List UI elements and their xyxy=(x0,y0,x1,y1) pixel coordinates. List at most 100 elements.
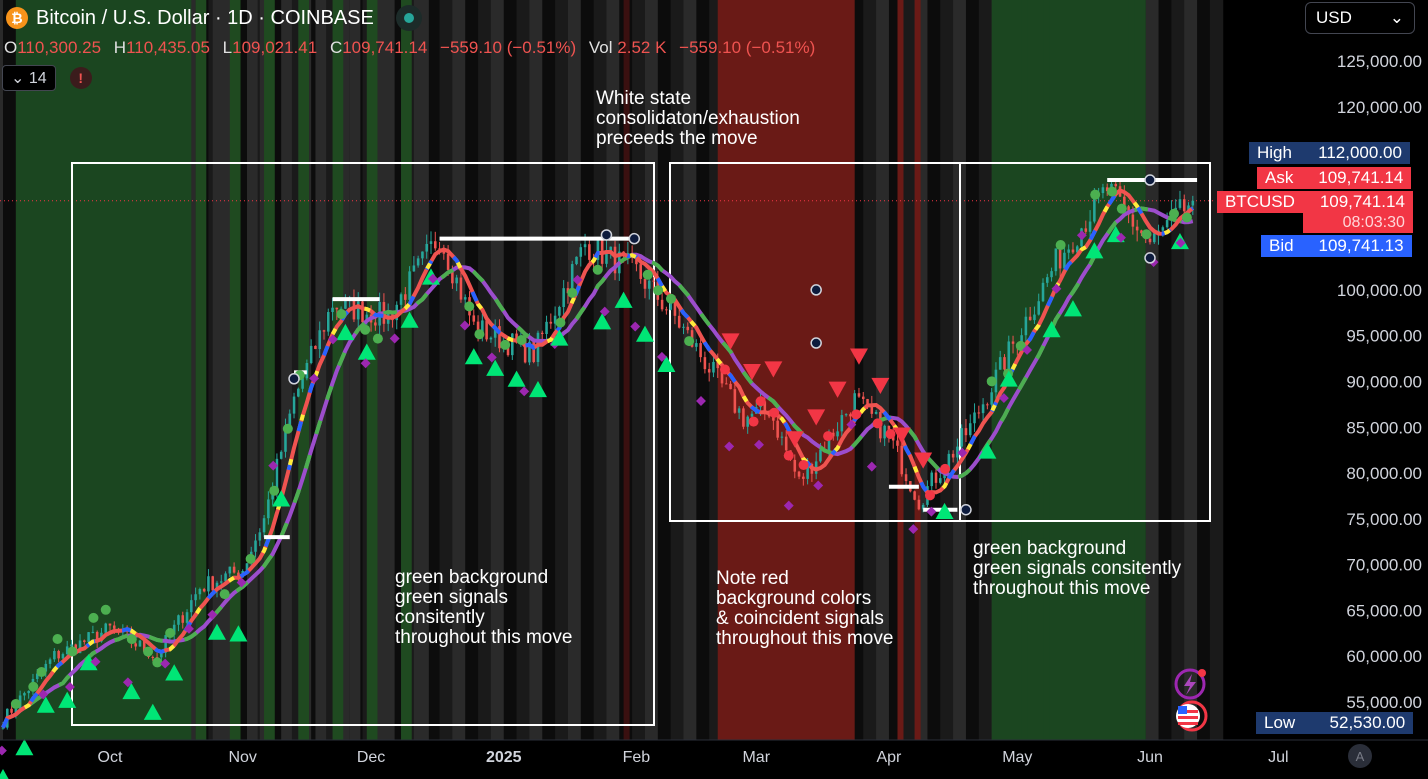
candle-body xyxy=(523,337,527,363)
close-label: C xyxy=(329,38,343,57)
candle-body xyxy=(14,708,18,713)
state-stripe xyxy=(901,0,916,740)
symbol-title[interactable]: Bitcoin / U.S. Dollar · 1D · COINBASE xyxy=(36,6,374,29)
divergence-diamond xyxy=(926,506,937,517)
auto-scale-button[interactable]: A xyxy=(1348,744,1372,768)
candle-body xyxy=(549,321,553,324)
candle-body xyxy=(331,307,334,313)
state-stripe xyxy=(965,0,980,740)
candle-body xyxy=(720,368,724,384)
candle-body xyxy=(232,566,236,573)
candle-body xyxy=(164,635,167,653)
candle-body xyxy=(455,277,458,284)
candle-body xyxy=(318,330,321,350)
momentum-dot xyxy=(67,646,78,657)
annotation-line: throughout this move xyxy=(395,627,572,648)
axes: 125,000.00 120,000.00 100,000.00 95,000.00 9… xyxy=(0,52,1428,766)
state-band xyxy=(298,0,310,740)
candle-body xyxy=(750,413,754,417)
state-band xyxy=(991,0,1146,740)
candle-body xyxy=(258,532,262,541)
candle-body xyxy=(112,625,116,629)
momentum-dot xyxy=(1107,186,1118,197)
candle-body xyxy=(344,298,347,309)
momentum-dot xyxy=(872,418,883,429)
candle-body xyxy=(682,326,685,328)
candle-body xyxy=(95,631,99,642)
candle-body xyxy=(219,581,223,583)
state-stripe xyxy=(426,0,441,740)
market-open-icon[interactable] xyxy=(395,5,422,31)
symbol-price-tag: BTCUSD 109,741.14 08:03:30 xyxy=(1217,191,1413,233)
candle-body xyxy=(335,307,339,310)
candle-body xyxy=(87,632,90,642)
candle-body xyxy=(151,656,155,658)
annotation-notes: White state consolidaton/exhaustion precee… xyxy=(395,88,1182,649)
candle-body xyxy=(647,280,651,289)
currency-select[interactable]: USD ⌄ xyxy=(1305,2,1415,34)
candle-body xyxy=(181,615,185,623)
divergence-diamond xyxy=(783,500,794,511)
state-stripe xyxy=(1197,0,1211,740)
x-tick-label: Jul xyxy=(1268,749,1288,766)
candle-body xyxy=(669,301,672,310)
volume-value: 2.52 K xyxy=(617,38,667,57)
momentum-dot xyxy=(500,339,511,350)
state-band xyxy=(195,0,207,740)
candle-body xyxy=(836,431,839,437)
candle-body xyxy=(763,401,767,411)
candle-body xyxy=(429,241,433,244)
annotation-line: throughout this move xyxy=(716,628,893,649)
volume-change-value: −559.10 (−0.51%) xyxy=(679,38,816,57)
candle-body xyxy=(977,412,981,414)
annotation-box xyxy=(959,162,1211,522)
lightning-alert-icon[interactable] xyxy=(1174,668,1206,700)
candle-body xyxy=(793,459,797,472)
candle-body xyxy=(83,640,86,642)
candle-body xyxy=(998,357,1002,370)
candle-body xyxy=(498,326,501,349)
indicator-row: ⌄ 14 ! xyxy=(2,64,92,92)
sell-signal xyxy=(914,452,933,469)
candle-body xyxy=(883,425,886,439)
candle-body xyxy=(309,345,313,364)
candle-body xyxy=(446,253,450,270)
momentum-dot xyxy=(516,334,527,345)
us-flag-icon[interactable] xyxy=(1176,700,1208,732)
state-strip xyxy=(897,0,904,740)
buy-signal xyxy=(122,682,141,700)
candle-body xyxy=(951,453,955,458)
candle-body xyxy=(703,357,707,370)
candle-body xyxy=(172,624,176,635)
high-value: 110,435.05 xyxy=(126,38,210,57)
warning-icon[interactable]: ! xyxy=(69,67,92,89)
annotation-text: green background green signals consitentl… xyxy=(973,538,1182,599)
momentum-dot xyxy=(592,264,603,275)
symbol-tag-value: 109,741.14 xyxy=(1319,192,1405,211)
momentum-dot xyxy=(555,317,566,328)
candle-body xyxy=(1178,199,1182,208)
state-stripe xyxy=(927,0,941,740)
ask-tag-value: 109,741.14 xyxy=(1301,167,1412,189)
candle-body xyxy=(493,326,497,338)
x-tick-label: May xyxy=(1002,749,1032,766)
x-tick-label: Apr xyxy=(876,749,902,766)
candle-body xyxy=(185,612,189,623)
state-stripe xyxy=(542,0,556,740)
chevron-down-icon: ⌄ xyxy=(11,70,25,87)
indicators-toggle[interactable]: ⌄ 14 xyxy=(2,65,56,91)
state-stripe xyxy=(978,0,993,740)
candle-body xyxy=(489,337,493,340)
y-tick-label: 100,000.00 xyxy=(1337,281,1422,300)
ask-tag-label: Ask xyxy=(1257,167,1302,189)
annotation-text: Note red background colors & coincident si… xyxy=(716,568,893,649)
candle-body xyxy=(686,326,690,331)
divergence-diamond xyxy=(207,609,218,620)
sell-signal xyxy=(871,377,890,395)
candle-body xyxy=(986,404,989,406)
state-band xyxy=(281,0,292,740)
candle-body xyxy=(61,654,65,659)
candle-body xyxy=(939,478,942,483)
candle-body xyxy=(198,588,202,595)
